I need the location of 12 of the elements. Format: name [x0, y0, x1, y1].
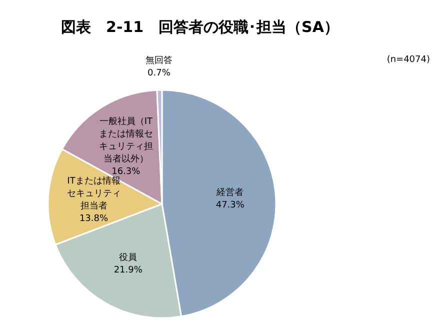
slice-label: 役員	[119, 252, 138, 264]
data-label: 21.9%	[114, 266, 143, 276]
slice-label: 一般社員（ITまたは情報セキュリティ担当者以外）	[98, 116, 153, 164]
text: (n=4074)	[386, 55, 430, 65]
data-label: 0.7%	[148, 68, 171, 78]
slice-label: ITまたは情報セキュリティ担当者	[66, 176, 121, 212]
data-label: 47.3%	[216, 200, 245, 210]
data-label: 16.3%	[112, 166, 141, 177]
slice-label: 経営者	[216, 186, 244, 198]
data-label: 13.8%	[79, 214, 109, 224]
slice-label: 無回答	[145, 54, 172, 66]
chart-title: 図表 2-11 回答者の役職･担当（SA）	[61, 18, 339, 36]
